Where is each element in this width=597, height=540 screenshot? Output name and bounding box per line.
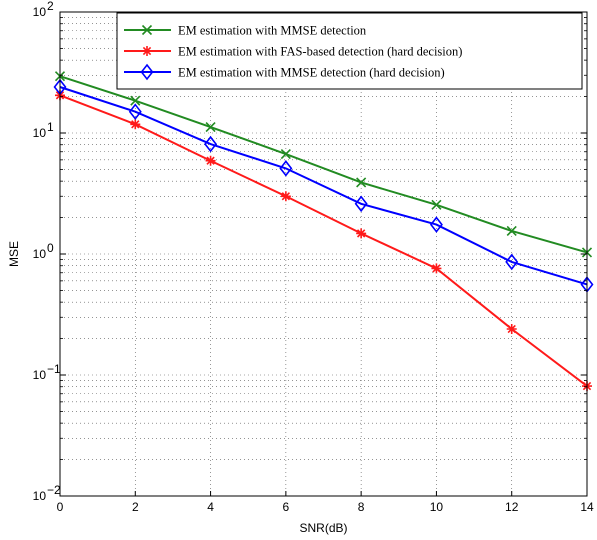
- y-tick-label: 10: [33, 489, 47, 503]
- x-tick-label: 0: [57, 500, 64, 514]
- y-tick-label: 10: [33, 126, 47, 140]
- asterisk-marker: [280, 191, 291, 202]
- x-marker: [141, 24, 153, 36]
- asterisk-marker: [506, 323, 517, 334]
- diamond-marker: [128, 103, 142, 120]
- x-tick-label: 8: [358, 500, 365, 514]
- diamond-marker: [429, 216, 443, 233]
- x-tick-label: 12: [505, 500, 519, 514]
- x-axis-label: SNR(dB): [299, 521, 347, 535]
- x-tick-label: 10: [430, 500, 444, 514]
- series-lines: [53, 71, 594, 392]
- legend: EM estimation with MMSE detection EM esti…: [116, 12, 583, 90]
- diamond-marker: [140, 63, 154, 81]
- x-marker: [280, 148, 291, 160]
- diamond-marker: [204, 135, 218, 153]
- y-tick-label: 10: [33, 5, 47, 19]
- legend-label: EM estimation with FAS-based detection (…: [178, 45, 462, 59]
- y-axis-label: MSE: [7, 241, 21, 267]
- grid: [60, 12, 587, 496]
- x-tick-label: 4: [207, 500, 214, 514]
- y-tick-exponent: 1: [47, 120, 54, 134]
- x-marker: [130, 95, 141, 106]
- x-marker: [205, 121, 216, 133]
- series-line: [59, 86, 588, 286]
- legend-label: EM estimation with MMSE detection: [178, 24, 367, 38]
- asterisk-marker: [356, 228, 367, 239]
- series-line: [59, 75, 588, 254]
- x-marker: [356, 177, 367, 188]
- asterisk-marker: [431, 263, 442, 274]
- diamond-marker: [505, 253, 519, 271]
- y-tick-exponent: −1: [47, 362, 61, 376]
- x-tick-label: 2: [132, 500, 139, 514]
- y-tick-exponent: 2: [47, 0, 54, 13]
- x-marker: [431, 199, 442, 210]
- legend-box: [116, 12, 583, 90]
- x-tick-label: 14: [580, 500, 594, 514]
- diamond-marker: [354, 195, 368, 213]
- asterisk-marker: [130, 119, 141, 130]
- y-tick-label: 10: [33, 368, 47, 382]
- series-line: [59, 94, 588, 387]
- diamond-marker: [279, 160, 293, 177]
- x-tick-label: 6: [283, 500, 290, 514]
- asterisk-marker: [205, 155, 216, 166]
- y-tick-exponent: −2: [47, 483, 61, 497]
- legend-label: EM estimation with MMSE detection (hard …: [178, 66, 445, 80]
- asterisk-marker: [142, 46, 152, 56]
- y-tick-label: 10: [33, 247, 47, 261]
- y-tick-exponent: 0: [47, 241, 54, 255]
- x-marker: [506, 225, 517, 237]
